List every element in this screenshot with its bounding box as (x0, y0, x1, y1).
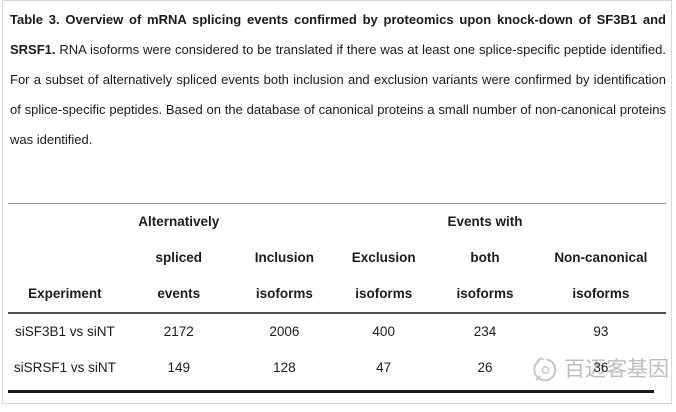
header-line (236, 204, 333, 240)
header-line (8, 240, 122, 276)
header-line (8, 204, 122, 240)
header-line: Non-canonical (554, 250, 648, 265)
header-line: Inclusion (254, 250, 314, 265)
header-line: isoforms (456, 286, 514, 301)
header-line: Experiment (28, 286, 102, 301)
table-row: siSRSF1 vs siNT 149 128 47 26 36 (8, 349, 666, 385)
header-line: isoforms (255, 286, 313, 301)
value-cell: 400 (372, 323, 395, 339)
table-caption: Table 3. Overview of mRNA splicing event… (10, 0, 666, 155)
column-header-inclusion-isoforms: Inclusion isoforms (236, 204, 333, 312)
header-line: both (470, 250, 500, 265)
table-header-row: Experiment Alternatively spliced events … (8, 204, 666, 312)
value-cell: 26 (477, 359, 493, 375)
value-cell: 36 (593, 359, 609, 375)
caption-title-bold: Table 3. Overview of mRNA splicing event… (10, 12, 666, 57)
header-line (536, 204, 666, 240)
column-header-events-with-both-isoforms: Events with both isoforms (434, 204, 535, 312)
value-cell: 93 (593, 323, 609, 339)
experiment-cell: siSF3B1 vs siNT (15, 323, 115, 339)
caption-body-text: RNA isoforms were considered to be trans… (10, 42, 666, 147)
experiment-cell: siSRSF1 vs siNT (13, 359, 116, 375)
header-line: isoforms (355, 286, 413, 301)
column-header-alternatively-spliced-events: Alternatively spliced events (122, 204, 236, 312)
value-cell: 2006 (269, 323, 300, 339)
value-cell: 128 (273, 359, 296, 375)
value-cell: 149 (167, 359, 190, 375)
header-line: Exclusion (351, 250, 416, 265)
value-cell: 2172 (163, 323, 194, 339)
header-line (333, 204, 434, 240)
biomarker-logo-icon (533, 357, 557, 382)
header-line: isoforms (572, 286, 630, 301)
watermark: 百迈客基因 (530, 355, 669, 385)
table-bottom-rule (8, 390, 654, 393)
column-header-experiment: Experiment (8, 204, 122, 312)
table-top-rule (8, 203, 666, 204)
value-cell: 234 (473, 323, 497, 339)
header-line: Events with (447, 214, 523, 229)
table-header-divider-rule (8, 312, 666, 314)
value-cell: 47 (376, 359, 392, 375)
column-header-non-canonical-isoforms: Non-canonical isoforms (536, 204, 666, 312)
header-line: spliced (155, 250, 202, 265)
header-line: events (157, 286, 201, 301)
header-line: Alternatively (138, 214, 220, 229)
table-row: siSF3B1 vs siNT 2172 2006 400 234 93 (8, 313, 666, 349)
column-header-exclusion-isoforms: Exclusion isoforms (333, 204, 434, 312)
watermark-text: 百迈客基因 (564, 358, 669, 381)
